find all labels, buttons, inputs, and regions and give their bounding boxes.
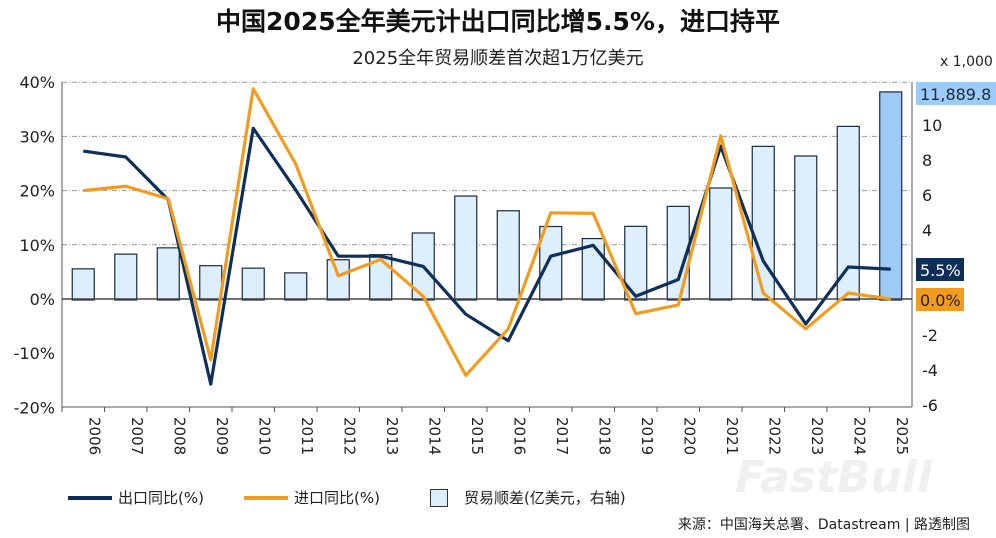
legend-export: 出口同比(%) <box>68 487 204 508</box>
x-tick-label: 2008 <box>170 417 188 455</box>
right-tick-label: 6 <box>922 186 932 205</box>
right-tick-label: -2 <box>922 326 938 345</box>
x-tick-label: 2021 <box>723 417 741 455</box>
left-tick-label: 10% <box>19 236 55 255</box>
bar-2019 <box>624 225 648 301</box>
export-end-label: 5.5% <box>920 261 961 280</box>
right-tick-label: 4 <box>922 221 932 240</box>
export-end-label-bg <box>916 258 964 281</box>
import-end-label-bg <box>916 288 964 311</box>
x-tick-label: 2007 <box>128 417 146 455</box>
right-tick-label: -6 <box>922 396 938 415</box>
bar-2008 <box>156 247 180 301</box>
x-tick-label: 2018 <box>595 417 613 455</box>
right-tick-label: 10 <box>922 116 942 135</box>
x-tick-label: 2014 <box>425 417 443 455</box>
legend-swatch-surplus <box>429 488 448 507</box>
legend: 出口同比(%) 进口同比(%) 贸易顺差(亿美元，右轴) <box>68 487 626 508</box>
bar-2006 <box>71 268 95 301</box>
surplus-end-label: 11,889.8 <box>920 85 991 104</box>
x-tick-label: 2017 <box>553 417 571 455</box>
bar-2016 <box>496 210 520 301</box>
x-tick-label: 2010 <box>255 417 273 455</box>
bar-2010 <box>241 267 265 301</box>
bar-2007 <box>114 253 138 301</box>
right-tick-label: -4 <box>922 361 938 380</box>
x-tick-label: 2015 <box>468 417 486 455</box>
left-tick-label: 40% <box>19 73 55 92</box>
bar-2024 <box>836 125 860 301</box>
bar-2023 <box>794 155 818 301</box>
bar-2009 <box>199 265 223 301</box>
line-import <box>83 87 891 378</box>
legend-swatch-export <box>68 495 112 500</box>
x-tick-label: 2006 <box>85 417 103 455</box>
legend-label-import: 进口同比(%) <box>293 489 380 507</box>
bar-2025 <box>879 91 903 301</box>
bar-2015 <box>454 195 478 301</box>
watermark: FastBull <box>735 452 932 503</box>
bar-2012 <box>326 259 350 301</box>
x-tick-label: 2022 <box>765 417 783 455</box>
source-note: 来源：中国海关总署、Datastream | 路透制图 <box>677 517 970 533</box>
import-end-label: 0.0% <box>920 291 961 310</box>
x-tick-label: 2012 <box>340 417 358 455</box>
x-tick-label: 2023 <box>808 417 826 455</box>
left-tick-label: 0% <box>30 290 55 309</box>
legend-label-surplus: 贸易顺差(亿美元，右轴) <box>463 489 626 507</box>
right-axis-unit: x 1,000 <box>940 54 993 70</box>
chart-title: 中国2025全年美元计出口同比增5.5%，进口持平 <box>216 7 780 36</box>
bar-2022 <box>751 145 775 301</box>
x-tick-label: 2020 <box>680 417 698 455</box>
x-tick-label: 2019 <box>638 417 656 455</box>
x-tick-label: 2013 <box>383 417 401 455</box>
legend-label-export: 出口同比(%) <box>118 489 204 507</box>
bar-2017 <box>539 225 563 301</box>
chart-subtitle: 2025全年贸易顺差首次超1万亿美元 <box>352 48 644 69</box>
legend-surplus: 贸易顺差(亿美元，右轴) <box>420 487 626 508</box>
legend-import: 进口同比(%) <box>243 487 380 508</box>
x-tick-label: 2024 <box>850 417 868 455</box>
x-tick-label: 2009 <box>213 417 231 455</box>
left-tick-label: -10% <box>14 344 55 363</box>
left-tick-label: 20% <box>19 182 55 201</box>
left-tick-label: 30% <box>19 127 55 146</box>
x-tick-label: 2011 <box>298 417 316 455</box>
bar-2021 <box>709 187 733 301</box>
right-tick-label: 8 <box>922 151 932 170</box>
left-tick-label: -20% <box>14 398 55 417</box>
x-tick-label: 2025 <box>893 417 911 455</box>
line-export <box>83 126 891 386</box>
surplus-end-label-bg <box>916 82 996 105</box>
bar-2011 <box>284 272 308 301</box>
x-tick-label: 2016 <box>510 417 528 455</box>
legend-swatch-import <box>243 495 288 500</box>
